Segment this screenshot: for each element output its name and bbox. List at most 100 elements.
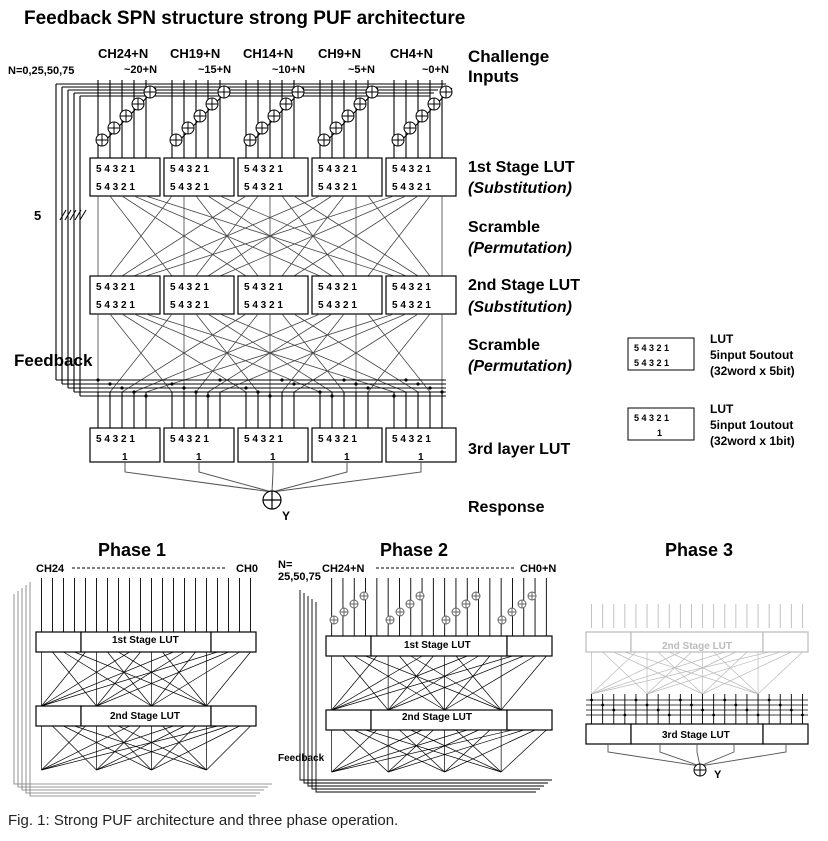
phase-scramble-wire (41, 651, 130, 707)
challenge-label-line2: Inputs (468, 67, 519, 86)
scramble-wire (293, 195, 419, 277)
challenge-group-label: CH4+N (390, 46, 433, 61)
bus-dot (342, 378, 346, 382)
xor-icon (527, 591, 537, 601)
challenge-labels: CH24+N ~20+N CH19+N ~15+N CH14+N ~10+N C… (98, 46, 449, 76)
phase2-n-values: 25,50,75 (278, 571, 321, 583)
scramble-wire (367, 313, 431, 393)
xor-icon (255, 121, 269, 135)
lut-digits: 5 4 3 2 1 (244, 164, 283, 175)
xor-gate-row (95, 85, 453, 147)
bus-dot (244, 386, 248, 390)
phase3-title: Phase 3 (665, 540, 733, 560)
xor-icon (391, 133, 405, 147)
phase3-tree-line (699, 744, 735, 767)
bus-dot (354, 382, 358, 386)
phase1-left-label: CH24 (36, 563, 65, 575)
output-xor-icon (262, 490, 282, 510)
lut-box: 5 4 3 2 1 5 4 3 2 1 (311, 275, 383, 315)
lut-rect (311, 427, 383, 463)
phase-scramble-wire (96, 651, 185, 707)
phase-scramble-wire (500, 655, 547, 711)
legend-lut1-title: LUT (710, 402, 734, 416)
xor-icon (279, 97, 293, 111)
xor-icon (365, 85, 379, 99)
phase2-lut1-label: 1st Stage LUT (404, 640, 471, 651)
lut-box: 5 4 3 2 1 5 4 3 2 1 (89, 275, 161, 315)
xor-icon (461, 599, 471, 609)
phase-scramble-wire (342, 729, 389, 773)
xor-icon (131, 97, 145, 111)
phase-scramble-wire (96, 651, 229, 707)
xor-icon (359, 591, 369, 601)
bus-dot (120, 386, 124, 390)
legend-lut1-digits: 5 4 3 2 1 (634, 413, 669, 423)
phase-scramble-wire (444, 729, 491, 773)
phase2-feedback-wire (311, 599, 540, 790)
scramble2-wires (97, 313, 443, 393)
bus-dot (416, 382, 420, 386)
phase1-lut2-label: 2nd Stage LUT (110, 711, 180, 722)
xor-icon (349, 599, 359, 609)
phase-scramble-wire (591, 651, 725, 695)
output-tree-line (198, 462, 273, 493)
phase3-lut2-label: 2nd Stage LUT (662, 641, 732, 652)
lut-rect (311, 275, 383, 315)
phase-scramble-wire (41, 725, 218, 771)
output-y-label: Y (282, 509, 290, 523)
lut-digits: 5 4 3 2 1 (392, 282, 431, 293)
phase-scramble-wire (387, 655, 479, 711)
phase-scramble-wire (591, 651, 681, 695)
scramble1-sub-label: (Permutation) (468, 240, 572, 257)
xor-icon (329, 615, 339, 625)
phase-scramble-wire (331, 729, 468, 773)
xor-icon (317, 133, 331, 147)
phase-scramble-wire (331, 655, 378, 711)
legend-lut1-box (627, 407, 695, 441)
xor-icon (193, 109, 207, 123)
lut-one: 1 (344, 452, 350, 463)
stage1-sub-label: (Substitution) (468, 180, 572, 197)
bus-dot (318, 390, 322, 394)
bus-dot (132, 390, 136, 394)
challenge-label-line1: Challenge (468, 47, 549, 66)
phase-scramble-wire (96, 651, 141, 707)
lut-rect (163, 427, 235, 463)
lut-rect (89, 427, 161, 463)
lut-box: 5 4 3 2 1 1 (311, 427, 383, 463)
phase-scramble-wire (757, 651, 803, 695)
phase2-left-label: CH24+N (322, 563, 365, 575)
phase1-loop-wire (17, 591, 268, 788)
phase-scramble-wire (387, 729, 434, 773)
phase-scramble-wire (500, 729, 547, 773)
lut-digits: 5 4 3 2 1 (318, 282, 357, 293)
phase-scramble-wire (646, 651, 736, 695)
xor-icon (353, 97, 367, 111)
xor-icon (441, 615, 451, 625)
phase-lut-side-box (325, 709, 372, 731)
scramble-wire (109, 195, 173, 277)
scramble-wire (145, 313, 395, 393)
stage3-lut-row: 5 4 3 2 1 1 5 4 3 2 1 1 5 4 3 2 1 1 5 4 3 2 1 1… (89, 427, 457, 463)
feedback-label: Feedback (14, 351, 93, 370)
xor-icon (205, 97, 219, 111)
figure-title: Feedback SPN structure strong PUF archit… (24, 8, 465, 29)
phase-scramble-wire (96, 725, 229, 771)
phase-scramble-wire (646, 651, 781, 695)
xor-icon (143, 85, 157, 99)
legend: 5 4 3 2 1 5 4 3 2 1 LUT 5input 5outout (… (627, 332, 795, 448)
phase-scramble-wire (444, 729, 536, 773)
phase-scramble-wire (455, 655, 502, 711)
phase1-right-label: CH0 (236, 563, 258, 575)
lut-box: 5 4 3 2 1 5 4 3 2 1 (385, 157, 457, 197)
phase-scramble-wire (444, 655, 536, 711)
phase-scramble-wire (331, 729, 423, 773)
challenge-group-sub: ~5+N (348, 64, 375, 76)
scramble-wire (121, 313, 247, 393)
phase-scramble-wire (41, 725, 86, 771)
challenge-group-sub: ~20+N (124, 64, 157, 76)
xor-icon (403, 121, 417, 135)
bus-width-label: 5 (34, 208, 41, 223)
phase-scramble-wire (388, 655, 524, 711)
lut-box: 5 4 3 2 1 1 (237, 427, 309, 463)
